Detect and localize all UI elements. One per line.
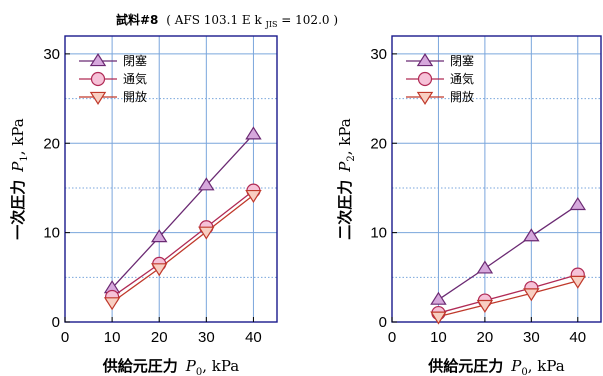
x-tick-label: 10 xyxy=(430,329,447,346)
y-tick-label: 0 xyxy=(52,314,60,331)
data-point xyxy=(430,291,447,305)
legend-marker xyxy=(90,71,106,87)
legend-label: 開放 xyxy=(123,89,147,104)
y-tick-label: 30 xyxy=(43,46,60,63)
y-tick-label: 10 xyxy=(370,225,387,242)
data-point xyxy=(150,263,168,277)
x-axis-label: 供給元圧力 P0, kPa xyxy=(102,357,240,376)
data-point xyxy=(198,177,215,191)
y-axis-label: 二次圧力P2, kPa xyxy=(336,118,357,240)
x-tick-label: 40 xyxy=(569,329,586,346)
series-line-3 xyxy=(438,280,578,318)
data-point xyxy=(476,260,494,274)
legend-label: 閉塞 xyxy=(450,53,474,68)
legend-label: 開放 xyxy=(450,89,474,104)
data-point xyxy=(569,275,587,289)
y-tick-label: 20 xyxy=(43,135,60,152)
series-line-3 xyxy=(111,194,254,303)
plot-frame xyxy=(64,35,278,323)
data-point xyxy=(523,288,540,302)
x-tick-label: 20 xyxy=(477,329,494,346)
title-sub: JIS xyxy=(265,20,278,29)
legend-marker xyxy=(89,53,107,67)
x-tick-label: 40 xyxy=(245,329,262,346)
y-tick-label: 20 xyxy=(370,135,387,152)
data-point xyxy=(569,196,587,211)
data-point xyxy=(430,311,447,325)
y-tick-label: 0 xyxy=(379,314,387,331)
data-point xyxy=(150,229,168,243)
y-axis-label: 一次圧力P1, kPa xyxy=(9,118,30,240)
x-tick-label: 0 xyxy=(388,329,396,346)
legend-label: 通気 xyxy=(123,71,147,86)
x-tick-label: 20 xyxy=(151,329,168,346)
data-point xyxy=(198,226,215,240)
data-point xyxy=(245,189,262,204)
y-tick-label: 30 xyxy=(370,46,387,63)
data-point xyxy=(523,228,540,242)
data-point xyxy=(245,126,262,140)
series-line-2 xyxy=(438,274,578,314)
legend-marker xyxy=(416,53,434,67)
x-tick-label: 30 xyxy=(523,329,540,346)
y-tick-label: 10 xyxy=(43,225,60,242)
plot-frame xyxy=(391,35,602,323)
data-point xyxy=(103,297,121,311)
legend-marker xyxy=(417,71,433,87)
series-line-2 xyxy=(111,190,254,298)
series-line-1 xyxy=(438,204,579,301)
title-prefix: 試料#8 xyxy=(116,12,158,27)
legend-marker xyxy=(89,91,107,105)
data-point xyxy=(476,299,494,313)
x-axis-label: 供給元圧力 P0, kPa xyxy=(427,357,565,376)
title-text: ( AFS 103.1 E k xyxy=(166,13,262,27)
legend-label: 閉塞 xyxy=(123,53,147,68)
x-tick-label: 10 xyxy=(104,329,121,346)
legend-label: 通気 xyxy=(450,71,474,86)
title-rest: = 102.0 ) xyxy=(281,13,338,27)
x-tick-label: 0 xyxy=(61,329,69,346)
chart-title: 試料#8 ( AFS 103.1 E k JIS = 102.0 ) xyxy=(116,12,338,30)
x-tick-label: 30 xyxy=(198,329,215,346)
series-line-1 xyxy=(111,133,254,289)
legend-marker xyxy=(416,91,434,105)
